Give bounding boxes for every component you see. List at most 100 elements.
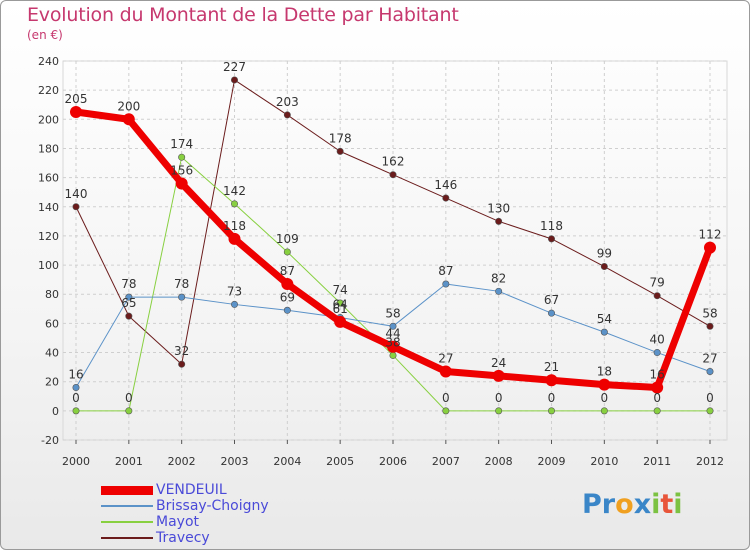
brand-letter: i (673, 489, 683, 520)
legend-swatch-mayot (101, 521, 153, 523)
data-point-mayot (178, 153, 186, 161)
data-point-vendeuil (228, 232, 241, 245)
data-point-vendeuil (281, 278, 294, 291)
data-label-mayot: 174 (170, 137, 193, 151)
data-point-brissay-choigny (178, 293, 186, 301)
data-label-mayot: 142 (223, 184, 246, 198)
data-label-vendeuil: 24 (491, 356, 506, 370)
data-label-travecy: 58 (702, 306, 717, 320)
data-point-mayot (336, 299, 344, 307)
y-tick-label: 180 (38, 142, 59, 155)
data-point-vendeuil (545, 374, 558, 387)
data-label-travecy: 65 (121, 296, 136, 310)
y-tick-label: 240 (38, 55, 59, 68)
data-point-vendeuil (651, 381, 664, 394)
y-tick-label: 120 (38, 230, 59, 243)
data-label-vendeuil: 27 (438, 351, 453, 365)
data-point-vendeuil (175, 177, 188, 190)
y-tick-label: 20 (45, 376, 59, 389)
data-label-mayot: 0 (442, 391, 450, 405)
y-tick-label: 220 (38, 84, 59, 97)
x-tick-label: 2010 (590, 455, 618, 468)
data-label-vendeuil: 16 (650, 368, 665, 382)
data-label-vendeuil: 18 (597, 365, 612, 379)
data-point-travecy (600, 263, 608, 271)
data-point-vendeuil (122, 113, 135, 126)
x-tick-label: 2011 (643, 455, 671, 468)
x-tick-label: 2012 (696, 455, 724, 468)
data-label-mayot: 0 (548, 391, 556, 405)
y-tick-label: 160 (38, 172, 59, 185)
data-label-mayot: 109 (276, 232, 299, 246)
brand-logo: Proxiti (582, 489, 683, 520)
data-point-travecy (495, 217, 503, 225)
y-tick-label: 200 (38, 113, 59, 126)
brand-letter: o (615, 489, 634, 520)
y-tick-label: 140 (38, 201, 59, 214)
data-label-travecy: 118 (540, 219, 563, 233)
data-label-brissay-choigny: 67 (544, 293, 559, 307)
data-label-vendeuil: 112 (699, 228, 722, 242)
data-point-mayot (389, 351, 397, 359)
legend-label-vendeuil: VENDEUIL (156, 482, 227, 498)
data-label-mayot: 38 (385, 335, 400, 349)
x-tick-label: 2009 (538, 455, 566, 468)
data-point-brissay-choigny (72, 384, 80, 392)
data-point-travecy (125, 312, 133, 320)
legend-label-brissay-choigny: Brissay-Choigny (156, 498, 269, 514)
data-label-vendeuil: 118 (223, 219, 246, 233)
data-point-brissay-choigny (547, 309, 555, 317)
data-point-travecy (336, 147, 344, 155)
data-label-brissay-choigny: 73 (227, 284, 242, 298)
data-label-brissay-choigny: 64 (333, 298, 348, 312)
data-point-travecy (72, 203, 80, 211)
data-point-travecy (231, 76, 239, 84)
data-point-brissay-choigny (283, 306, 291, 314)
data-label-vendeuil: 200 (117, 99, 140, 113)
data-label-vendeuil: 205 (65, 92, 88, 106)
data-point-vendeuil (598, 378, 611, 391)
x-tick-label: 2004 (273, 455, 301, 468)
y-tick-label: 80 (45, 288, 59, 301)
data-point-travecy (706, 322, 714, 330)
brand-letter: x (633, 489, 652, 520)
data-label-travecy: 178 (329, 131, 352, 145)
data-label-brissay-choigny: 40 (650, 333, 665, 347)
data-point-vendeuil (70, 106, 82, 119)
data-label-brissay-choigny: 78 (121, 277, 136, 291)
data-point-travecy (653, 292, 661, 300)
data-point-travecy (442, 194, 450, 202)
data-label-brissay-choigny: 27 (702, 351, 717, 365)
data-point-mayot (706, 407, 714, 415)
data-point-mayot (72, 407, 80, 415)
data-point-vendeuil (704, 241, 716, 254)
data-label-travecy: 227 (223, 60, 246, 74)
data-point-mayot (283, 248, 291, 256)
x-tick-label: 2000 (62, 455, 90, 468)
data-label-mayot: 0 (706, 391, 714, 405)
data-label-mayot: 0 (125, 391, 133, 405)
brand-letter: t (660, 489, 674, 520)
data-point-vendeuil (439, 365, 452, 378)
y-tick-label: -20 (41, 434, 59, 447)
data-label-travecy: 140 (65, 187, 88, 201)
data-point-travecy (389, 171, 397, 179)
data-point-travecy (283, 111, 291, 119)
data-point-mayot (442, 407, 450, 415)
data-point-brissay-choigny (231, 300, 239, 308)
data-point-mayot (125, 407, 133, 415)
data-label-travecy: 203 (276, 95, 299, 109)
data-label-brissay-choigny: 82 (491, 271, 506, 285)
legend-swatch-travecy (101, 537, 153, 539)
data-label-mayot: 0 (601, 391, 609, 405)
data-label-brissay-choigny: 78 (174, 277, 189, 291)
data-label-brissay-choigny: 58 (385, 306, 400, 320)
brand-letter: P (582, 489, 602, 520)
data-label-vendeuil: 61 (333, 302, 348, 316)
data-label-mayot: 0 (653, 391, 661, 405)
data-label-mayot: 0 (72, 391, 80, 405)
data-point-brissay-choigny (389, 322, 397, 330)
legend-swatch-brissay-choigny (101, 505, 153, 507)
data-label-brissay-choigny: 69 (280, 290, 295, 304)
